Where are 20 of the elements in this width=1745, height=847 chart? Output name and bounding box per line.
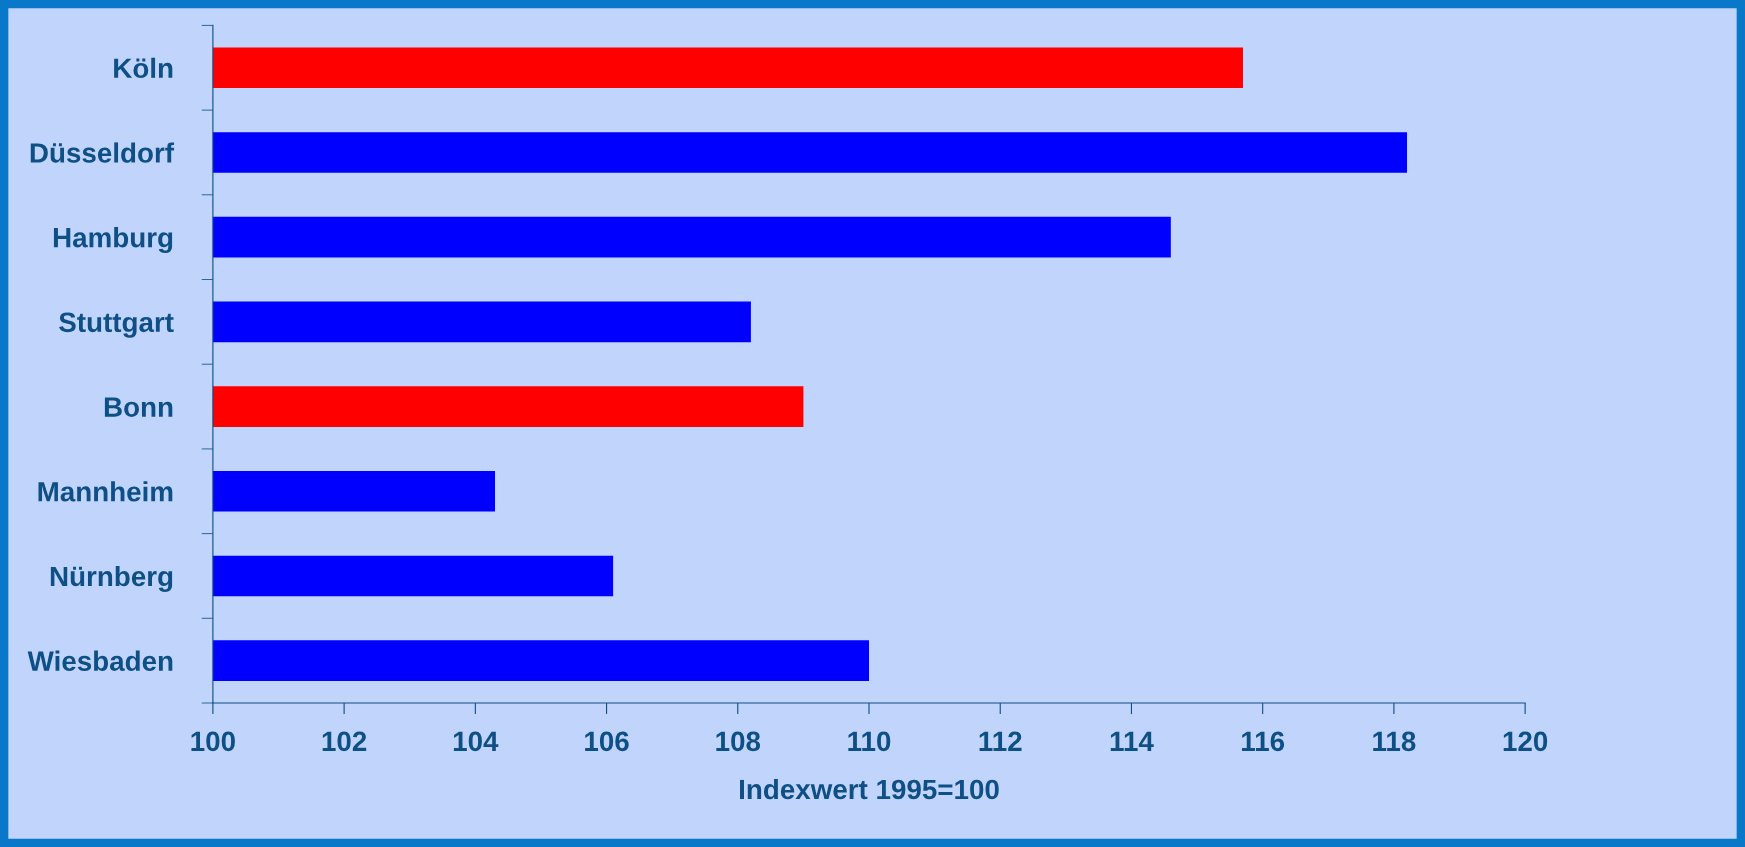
y-tick-label: Stuttgart (59, 312, 174, 338)
x-tick-label: 104 (453, 731, 499, 752)
x-tick-label: 102 (322, 731, 367, 752)
x-tick-label: 116 (1242, 731, 1285, 752)
x-tick-label: 100 (191, 731, 235, 752)
y-tick-label: Nürnberg (50, 565, 173, 592)
x-axis-title: Indexwert 1995=100 (740, 778, 999, 800)
x-tick-label: 112 (979, 731, 1022, 751)
x-tick-label: 114 (1110, 731, 1154, 751)
x-tick-label: 120 (1503, 731, 1548, 752)
x-tick-label: 118 (1373, 731, 1416, 752)
y-tick-label: Köln (114, 57, 173, 79)
y-tick-label: Düsseldorf (30, 142, 175, 163)
y-tick-label: Mannheim (38, 481, 173, 502)
y-tick-label: Wiesbaden (27, 650, 173, 671)
x-tick-label: 110 (848, 731, 891, 752)
x-tick-label: 108 (716, 731, 761, 752)
y-tick-label: Hamburg (53, 227, 173, 254)
x-tick-label: 106 (585, 731, 629, 752)
y-tick-label: Bonn (104, 397, 173, 417)
